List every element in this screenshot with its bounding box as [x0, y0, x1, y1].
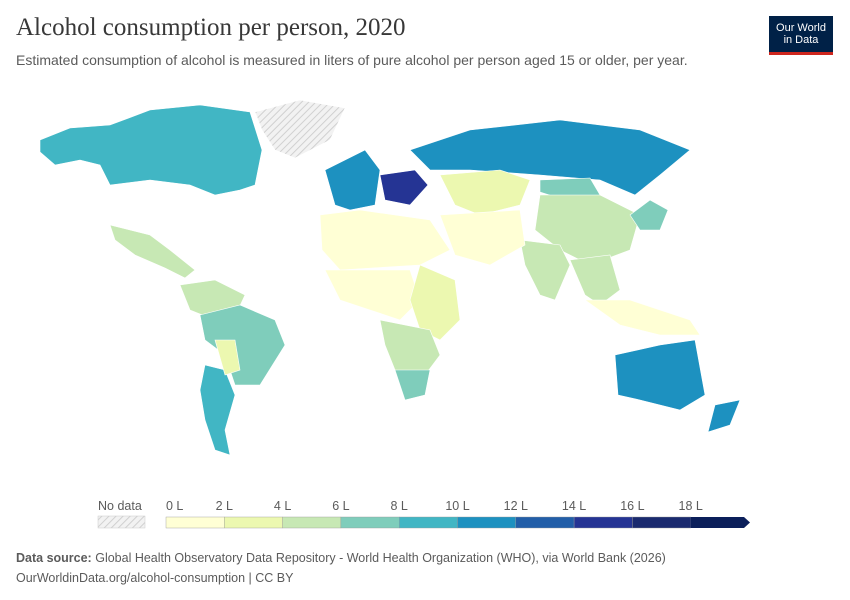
map-region-new-zealand[interactable] — [707, 399, 741, 433]
legend-bin-swatch — [457, 516, 516, 529]
legend-bin-swatch — [573, 516, 633, 529]
legend-bin-swatch — [282, 516, 342, 529]
map-region-australia[interactable] — [614, 339, 706, 411]
world-map — [39, 99, 741, 456]
map-region-north-america-canada-usa[interactable] — [39, 104, 263, 196]
map-region-indonesia[interactable] — [584, 299, 701, 336]
owid-logo[interactable]: Our World in Data — [769, 16, 833, 55]
legend-tick-label: 2 L — [216, 499, 233, 513]
legend-tick-label: 14 L — [562, 499, 586, 513]
map-region-japan-korea[interactable] — [629, 199, 669, 231]
map-region-southeast-asia[interactable] — [569, 254, 621, 306]
legend-bin-swatch — [399, 516, 458, 529]
source-url[interactable]: OurWorldinData.org/alcohol-consumption |… — [16, 571, 294, 585]
legend-bin-swatch — [515, 516, 575, 529]
map-region-brazil[interactable] — [199, 304, 286, 386]
legend-bin-swatch-open-ended — [690, 517, 750, 528]
legend-tick-label: 10 L — [445, 499, 469, 513]
legend-bin-swatch — [632, 516, 691, 529]
legend-tick-label: 0 L — [166, 499, 183, 513]
legend-bin-swatch — [224, 516, 283, 529]
map-region-bolivia-paraguay[interactable] — [214, 339, 241, 376]
legend-bin-swatch — [340, 516, 400, 529]
footer: Data source: Global Health Observatory D… — [16, 548, 666, 588]
map-region-mexico-central-america[interactable] — [109, 224, 196, 279]
map-region-east-africa[interactable] — [409, 264, 461, 341]
source-text: Global Health Observatory Data Repositor… — [95, 551, 666, 565]
map-region-western-central-europe[interactable] — [324, 149, 381, 211]
legend-tick-label: 6 L — [332, 499, 349, 513]
legend-tick-label: 16 L — [620, 499, 644, 513]
legend-tick-label: 4 L — [274, 499, 291, 513]
legend-tick-label: 12 L — [504, 499, 528, 513]
chart-subtitle: Estimated consumption of alcohol is meas… — [16, 52, 688, 68]
map-region-russia[interactable] — [409, 119, 691, 196]
legend-tick-label: 8 L — [391, 499, 408, 513]
map-region-south-africa[interactable] — [394, 369, 431, 401]
legend-no-data-swatch — [97, 515, 146, 529]
map-region-middle-east[interactable] — [439, 209, 526, 266]
source-label: Data source: — [16, 551, 92, 565]
logo-line-1: Our World — [776, 22, 826, 34]
map-region-kazakhstan-central-asia[interactable] — [439, 169, 531, 216]
map-region-central-africa[interactable] — [324, 269, 421, 321]
map-region-argentina-chile[interactable] — [199, 364, 236, 456]
legend-no-data-label: No data — [98, 499, 142, 513]
map-region-india[interactable] — [519, 239, 571, 301]
map-region-eastern-europe[interactable] — [379, 169, 429, 206]
legend-bin-swatch — [165, 516, 225, 529]
legend-tick-label: 18 L — [679, 499, 703, 513]
map-region-greenland[interactable] — [254, 99, 346, 159]
map-legend: No data 0 L 2 L 4 L 6 L 8 L 10 L 12 L 14 L 16 L 18… — [97, 499, 750, 529]
chart-title: Alcohol consumption per person, 2020 — [16, 14, 406, 41]
logo-line-2: in Data — [783, 34, 819, 46]
map-region-north-africa[interactable] — [319, 209, 451, 271]
